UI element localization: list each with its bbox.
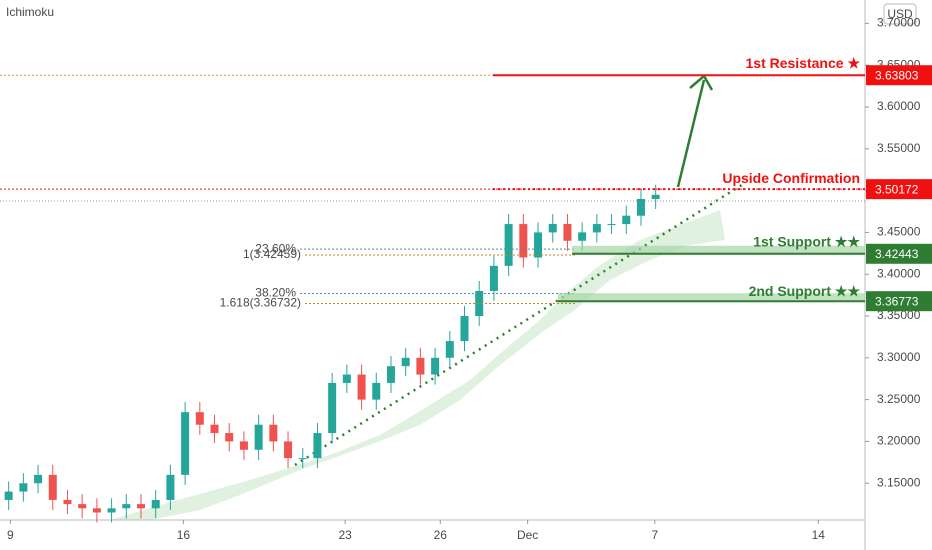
y-tick-label: 3.35000 — [877, 308, 921, 322]
arrow — [676, 79, 706, 188]
y-tick-label: 3.60000 — [877, 99, 921, 113]
ichimoku-cloud — [110, 210, 725, 520]
currency-box — [883, 3, 917, 25]
support-zone — [558, 293, 865, 302]
candle-body — [416, 357, 425, 375]
fib-label: 38.20% — [255, 286, 296, 300]
level-label: 1st Resistance ★ — [746, 55, 861, 71]
price-label: 3.63803 — [875, 68, 919, 82]
price-label: 3.36773 — [875, 294, 919, 308]
candle-body — [107, 508, 116, 513]
y-tick-label: 3.15000 — [877, 475, 921, 489]
candle-body — [313, 433, 322, 459]
x-tick-label: Dec — [517, 528, 538, 542]
candle-body — [357, 374, 366, 400]
candle-body — [284, 441, 293, 459]
candle-body — [269, 424, 278, 442]
level-label: Upside Confirmation — [722, 170, 860, 186]
fib-label: 23.60% — [255, 241, 296, 255]
candle-body — [372, 382, 381, 400]
candle-body — [19, 483, 28, 492]
candle-body — [504, 224, 513, 266]
candle-body — [122, 504, 131, 509]
candle-body — [548, 224, 557, 233]
candle-body — [592, 224, 601, 233]
candle-body — [489, 265, 498, 291]
candle-body — [636, 198, 645, 216]
candle-body — [34, 474, 43, 484]
candle-body — [622, 215, 631, 225]
candle-body — [239, 441, 248, 450]
candle-body — [78, 504, 87, 509]
trend-line — [294, 181, 746, 467]
candle-body — [519, 224, 528, 258]
candle-body — [563, 224, 572, 241]
price-box — [866, 291, 932, 312]
candle-body — [63, 499, 72, 505]
candle-body — [607, 224, 616, 226]
candle-body — [92, 508, 101, 513]
candle-body — [431, 357, 440, 375]
price-box — [866, 179, 932, 200]
price-box — [866, 243, 932, 264]
y-tick-label: 3.40000 — [877, 266, 921, 280]
x-tick-label: 7 — [651, 528, 658, 542]
candle-body — [4, 491, 13, 500]
candle-body — [298, 458, 307, 460]
level-label: 2nd Support ★★ — [749, 283, 861, 299]
candle-body — [151, 499, 160, 509]
candle-body — [225, 433, 234, 442]
y-tick-label: 3.30000 — [877, 350, 921, 364]
x-tick-label: 14 — [812, 528, 826, 542]
y-tick-label: 3.20000 — [877, 434, 921, 448]
candle-body — [475, 290, 484, 317]
fib-label: 1.618(3.36732) — [220, 296, 301, 310]
support-zone — [572, 245, 865, 254]
price-label: 3.42443 — [875, 247, 919, 261]
price-label: 3.50172 — [875, 182, 919, 196]
fib-label: 1(3.42459) — [243, 247, 301, 261]
candle-body — [181, 412, 190, 475]
candle-body — [445, 341, 454, 358]
y-tick-label: 3.55000 — [877, 141, 921, 155]
candle-body — [460, 316, 469, 342]
candle-body — [342, 374, 351, 383]
indicator-label: Ichimoku — [6, 5, 54, 19]
currency-label: USD — [887, 7, 913, 21]
price-box — [866, 65, 932, 86]
candle-body — [210, 424, 219, 434]
candle-body — [578, 232, 587, 241]
level-label: 1st Support ★★ — [753, 233, 860, 249]
candle-body — [386, 366, 395, 383]
candle-body — [166, 474, 175, 500]
candle-body — [328, 382, 337, 434]
candle-body — [534, 232, 543, 258]
x-tick-label: 16 — [177, 528, 191, 542]
candle-body — [195, 412, 204, 425]
candle-body — [136, 504, 145, 509]
x-tick-label: 26 — [434, 528, 448, 542]
candle-body — [254, 424, 263, 450]
candle-body — [651, 194, 660, 199]
y-tick-label: 3.70000 — [877, 16, 921, 30]
x-tick-label: 9 — [7, 528, 14, 542]
x-tick-label: 23 — [338, 528, 352, 542]
y-tick-label: 3.25000 — [877, 392, 921, 406]
candle-body — [401, 357, 410, 367]
y-tick-label: 3.45000 — [877, 225, 921, 239]
candle-body — [48, 474, 57, 500]
